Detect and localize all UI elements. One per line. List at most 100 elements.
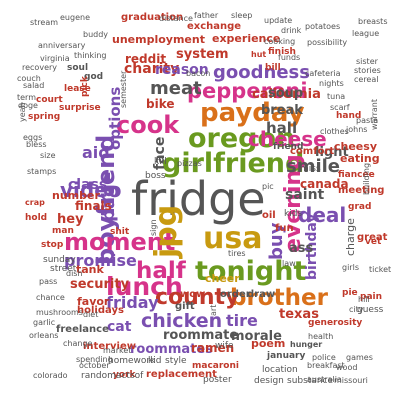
word: order bbox=[220, 289, 251, 300]
word: ticket bbox=[369, 265, 392, 274]
word: canada bbox=[300, 177, 349, 191]
word: breakfast bbox=[307, 361, 345, 370]
word: homework bbox=[108, 356, 156, 366]
word: market bbox=[103, 346, 132, 355]
word: drink bbox=[281, 26, 302, 35]
word: thinking bbox=[74, 51, 107, 60]
word: cereal bbox=[354, 75, 379, 84]
word: cheese bbox=[248, 127, 327, 151]
word: possibility bbox=[307, 38, 348, 47]
word: couch bbox=[17, 74, 41, 83]
word: stop bbox=[41, 240, 64, 250]
word: brother bbox=[230, 285, 328, 311]
word: chance bbox=[36, 293, 65, 302]
word: roommates bbox=[130, 342, 213, 357]
word: tires bbox=[228, 249, 246, 258]
word: nights bbox=[319, 79, 344, 88]
word: bike bbox=[146, 97, 175, 111]
word: pizzas bbox=[177, 159, 202, 168]
word: bill bbox=[265, 63, 281, 73]
word: pepperoni bbox=[187, 79, 308, 103]
word: building bbox=[362, 162, 371, 195]
word: recovery bbox=[22, 63, 58, 72]
word: hand bbox=[336, 111, 362, 121]
word: distance bbox=[159, 14, 193, 23]
word: eggs bbox=[23, 133, 43, 142]
word: johns bbox=[346, 125, 368, 134]
word: eating bbox=[340, 152, 380, 165]
word: gift bbox=[175, 301, 195, 312]
word: ass bbox=[289, 241, 314, 256]
word: reason bbox=[155, 62, 209, 78]
word: friend bbox=[273, 142, 304, 152]
word: hold bbox=[25, 213, 48, 223]
word: roommate bbox=[163, 328, 239, 343]
word: smile bbox=[286, 156, 341, 177]
word: eugene bbox=[60, 13, 90, 22]
word: stories bbox=[354, 66, 381, 75]
word: term bbox=[17, 93, 36, 102]
word: texas bbox=[279, 307, 319, 322]
word: sunday bbox=[43, 255, 76, 265]
word: grad bbox=[348, 202, 372, 212]
word: january bbox=[267, 351, 306, 361]
word: girlfriend bbox=[162, 148, 305, 179]
word: father bbox=[194, 11, 219, 20]
word: macaroni bbox=[192, 361, 239, 371]
word: charity bbox=[124, 61, 180, 77]
word: hut bbox=[251, 50, 267, 59]
word: shit bbox=[110, 227, 130, 237]
word: oil bbox=[262, 210, 276, 221]
word: orleans bbox=[29, 331, 59, 340]
word: cafeteria bbox=[305, 69, 341, 78]
word: hunger bbox=[290, 340, 323, 349]
word: anniversary bbox=[38, 41, 86, 50]
word: video bbox=[60, 178, 122, 202]
word: virginia bbox=[40, 54, 70, 63]
word: hey bbox=[57, 212, 84, 227]
word: stamps bbox=[27, 167, 57, 176]
word: tonight bbox=[195, 256, 307, 287]
word: fridge bbox=[131, 172, 266, 226]
word: pic bbox=[262, 182, 274, 191]
word: sign bbox=[149, 219, 158, 236]
word: moment bbox=[64, 228, 176, 256]
word: update bbox=[264, 16, 293, 25]
word: mushrooms bbox=[36, 308, 83, 317]
word: girls bbox=[342, 263, 359, 272]
word: bacon bbox=[186, 69, 211, 78]
word: friday bbox=[106, 293, 159, 312]
word: breasts bbox=[358, 17, 388, 26]
word: lunch bbox=[106, 272, 183, 301]
word: size bbox=[40, 151, 56, 160]
word: crap bbox=[25, 198, 45, 207]
word: cat bbox=[107, 319, 132, 335]
word: oregon bbox=[188, 123, 296, 154]
word: potatoes bbox=[305, 22, 341, 31]
word: system bbox=[176, 47, 229, 62]
word: unemployment bbox=[112, 33, 205, 46]
word: law bbox=[282, 259, 296, 268]
word: style bbox=[165, 356, 187, 366]
word: semester bbox=[119, 70, 128, 108]
word: tuna bbox=[327, 92, 346, 101]
word: bless bbox=[26, 140, 47, 149]
word: diet bbox=[83, 310, 99, 319]
word: finals bbox=[75, 199, 112, 213]
word: meat bbox=[150, 78, 202, 99]
word: charge bbox=[344, 218, 357, 256]
word: payday bbox=[200, 98, 305, 128]
word: number bbox=[52, 189, 100, 202]
word: miss bbox=[300, 164, 321, 174]
word: health bbox=[308, 332, 334, 341]
word: york bbox=[113, 370, 136, 380]
word: saint bbox=[285, 187, 325, 203]
word: design bbox=[254, 376, 284, 386]
word: wow bbox=[180, 289, 206, 300]
word: graduation bbox=[121, 12, 184, 23]
word: kill bbox=[154, 157, 167, 167]
word: usa bbox=[203, 221, 263, 256]
word: police bbox=[312, 353, 336, 362]
word: california bbox=[252, 87, 321, 102]
